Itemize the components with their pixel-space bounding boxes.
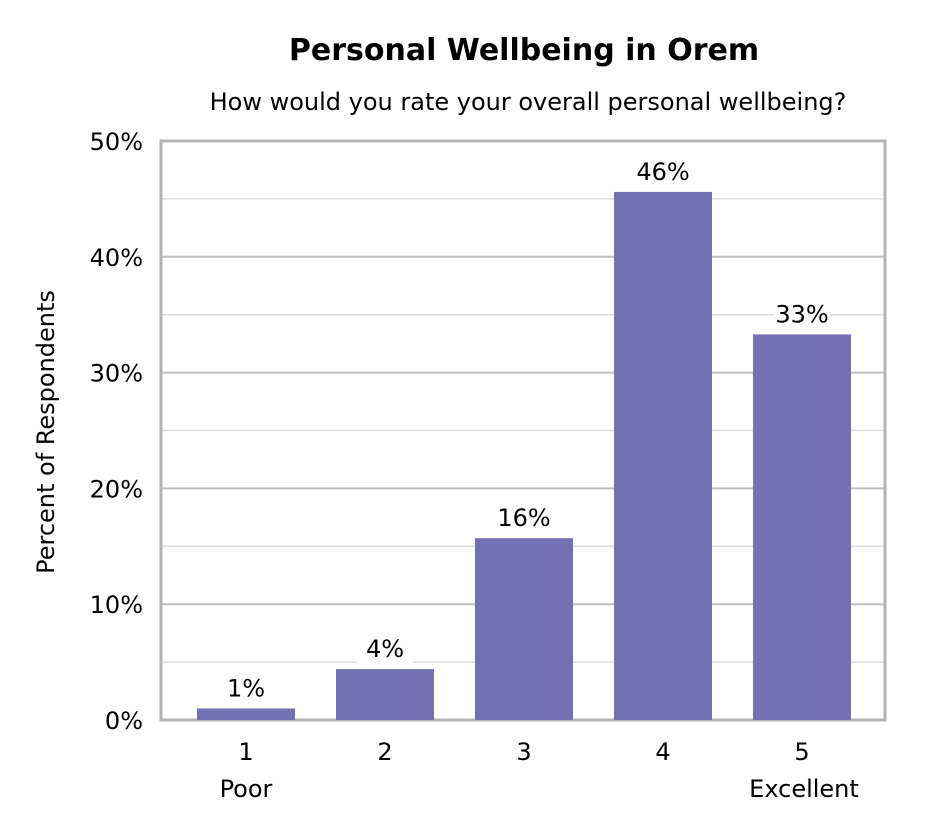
y-tick-label: 0% bbox=[105, 707, 143, 735]
y-tick-label: 10% bbox=[90, 591, 143, 619]
bar-4 bbox=[614, 191, 712, 720]
y-tick-label: 30% bbox=[90, 360, 143, 388]
data-label: 1% bbox=[227, 674, 265, 702]
data-label: 46% bbox=[636, 158, 689, 186]
x-tick-label: 5 bbox=[794, 738, 809, 766]
y-tick-label: 40% bbox=[90, 244, 143, 272]
bar-2 bbox=[336, 669, 434, 720]
bar-1 bbox=[197, 708, 295, 720]
y-tick-label: 50% bbox=[90, 128, 143, 156]
data-label-background bbox=[635, 155, 691, 186]
data-label: 4% bbox=[366, 635, 404, 663]
data-label-background bbox=[496, 502, 552, 533]
bar-5 bbox=[753, 334, 851, 720]
chart-subtitle: How would you rate your overall personal… bbox=[210, 88, 847, 116]
y-axis-label: Percent of Respondents bbox=[32, 290, 60, 574]
chart-title: Personal Wellbeing in Orem bbox=[289, 33, 759, 68]
y-tick-label: 20% bbox=[90, 475, 143, 503]
data-label: 33% bbox=[775, 300, 828, 328]
x-tick-sublabel: Excellent bbox=[749, 775, 859, 803]
x-tick-label: 4 bbox=[655, 738, 670, 766]
x-tick-label: 3 bbox=[516, 738, 531, 766]
data-label-background bbox=[357, 633, 413, 664]
x-tick-sublabel: Poor bbox=[220, 775, 273, 803]
x-tick-label: 1 bbox=[238, 738, 253, 766]
bar-3 bbox=[475, 538, 573, 720]
x-tick-label: 2 bbox=[377, 738, 392, 766]
data-label-background bbox=[218, 672, 274, 703]
data-label: 16% bbox=[497, 504, 550, 532]
data-label-background bbox=[774, 298, 830, 329]
